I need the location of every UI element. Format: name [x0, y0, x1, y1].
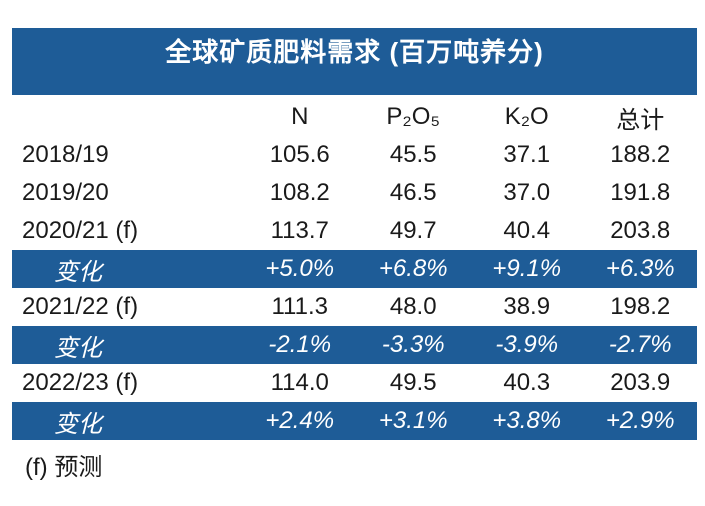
cell-k2o: 38.9 — [503, 293, 551, 320]
column-header-k2o: K₂O — [504, 103, 549, 130]
change-row-label: 变化 — [54, 410, 102, 438]
cell-n: 111.3 — [271, 293, 328, 320]
change-cell-total: +2.9% — [605, 407, 675, 434]
change-row-2020-21: 变化 +5.0% +6.8% +9.1% +6.3% — [12, 250, 697, 288]
change-cell-k2o: +3.8% — [492, 407, 562, 434]
cell-p2o5: 49.7 — [389, 217, 437, 244]
change-cell-k2o: +9.1% — [492, 255, 562, 282]
row-label: 2018/19 — [22, 141, 109, 168]
fertilizer-demand-table: N P₂O₅ K₂O 总计 2018/19 105.6 45.5 37.1 18… — [12, 98, 697, 440]
row-label: 2021/22 (f) — [22, 293, 139, 320]
change-cell-p2o5: +6.8% — [378, 255, 448, 282]
table-row-2018-19: 2018/19 105.6 45.5 37.1 188.2 — [12, 136, 697, 174]
change-row-label: 变化 — [54, 334, 102, 362]
cell-total: 203.9 — [610, 369, 671, 396]
fertilizer-demand-slide: 全球矿质肥料需求 (百万吨养分) N P₂O₅ K₂O 总计 2018/19 1… — [0, 28, 705, 482]
table-row-2019-20: 2019/20 108.2 46.5 37.0 191.8 — [12, 174, 697, 212]
change-row-label: 变化 — [54, 258, 102, 286]
footnote: (f) 预测 — [25, 454, 103, 481]
cell-p2o5: 45.5 — [389, 141, 437, 168]
change-cell-p2o5: -3.3% — [381, 331, 445, 358]
cell-n: 113.7 — [270, 217, 329, 244]
cell-k2o: 37.1 — [503, 141, 551, 168]
change-cell-n: -2.1% — [268, 331, 332, 358]
row-label: 2022/23 (f) — [22, 369, 139, 396]
cell-k2o: 40.4 — [503, 217, 551, 244]
cell-n: 114.0 — [270, 369, 329, 396]
cell-total: 203.8 — [610, 217, 671, 244]
table-row-2020-21: 2020/21 (f) 113.7 49.7 40.4 203.8 — [12, 212, 697, 250]
change-cell-total: +6.3% — [605, 255, 675, 282]
row-label: 2019/20 — [22, 179, 109, 206]
table-row-2021-22: 2021/22 (f) 111.3 48.0 38.9 198.2 — [12, 288, 697, 326]
column-header-empty — [12, 98, 243, 136]
change-row-2022-23: 变化 +2.4% +3.1% +3.8% +2.9% — [12, 402, 697, 440]
change-row-2021-22: 变化 -2.1% -3.3% -3.9% -2.7% — [12, 326, 697, 364]
column-header-row: N P₂O₅ K₂O 总计 — [12, 98, 697, 136]
cell-n: 108.2 — [269, 179, 330, 206]
column-header-total: 总计 — [616, 106, 665, 134]
change-cell-n: +2.4% — [265, 407, 335, 434]
cell-total: 191.8 — [610, 179, 671, 206]
column-header-p2o5: P₂O₅ — [386, 103, 441, 130]
change-cell-n: +5.0% — [265, 255, 335, 282]
cell-k2o: 40.3 — [503, 369, 551, 396]
change-cell-k2o: -3.9% — [495, 331, 559, 358]
cell-p2o5: 48.0 — [389, 293, 437, 320]
change-cell-total: -2.7% — [608, 331, 672, 358]
page-title: 全球矿质肥料需求 (百万吨养分) — [165, 37, 544, 67]
table-row-2022-23: 2022/23 (f) 114.0 49.5 40.3 203.9 — [12, 364, 697, 402]
cell-p2o5: 46.5 — [389, 179, 437, 206]
column-header-n: N — [291, 103, 309, 130]
change-cell-p2o5: +3.1% — [378, 407, 448, 434]
title-bar: 全球矿质肥料需求 (百万吨养分) — [12, 28, 697, 95]
cell-k2o: 37.0 — [503, 179, 551, 206]
cell-n: 105.6 — [269, 141, 330, 168]
cell-total: 198.2 — [610, 293, 671, 320]
cell-p2o5: 49.5 — [389, 369, 437, 396]
row-label: 2020/21 (f) — [22, 217, 139, 244]
cell-total: 188.2 — [610, 141, 671, 168]
